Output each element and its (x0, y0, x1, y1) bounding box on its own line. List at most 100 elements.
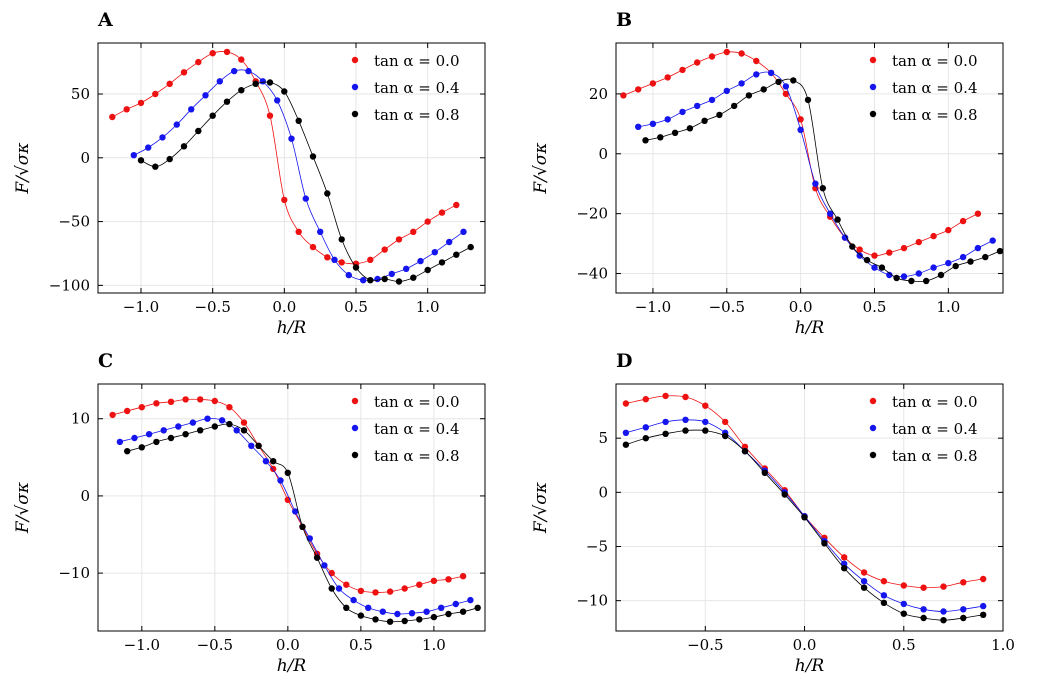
data-point (394, 610, 401, 618)
data-point (386, 588, 394, 595)
data-point (124, 407, 131, 415)
data-point (980, 611, 987, 618)
data-point (708, 53, 716, 60)
data-point (381, 246, 388, 253)
data-point (274, 97, 281, 104)
data-point (218, 417, 226, 424)
data-point (417, 257, 424, 265)
data-point (211, 397, 218, 405)
data-point (893, 274, 900, 282)
data-point (338, 236, 345, 243)
data-point (900, 610, 907, 617)
data-point (197, 396, 204, 403)
legend-marker (869, 110, 877, 118)
data-point (408, 610, 416, 617)
data-point (930, 264, 937, 271)
data-point (299, 523, 306, 530)
data-point (367, 256, 374, 263)
data-point (657, 134, 664, 141)
data-point (209, 112, 216, 119)
data-point (790, 77, 797, 84)
data-point (467, 596, 474, 604)
legend-marker (351, 397, 359, 405)
data-point (352, 264, 360, 271)
data-point (386, 618, 394, 625)
data-point (313, 554, 321, 561)
x-tick-label: −0.5 (197, 636, 233, 654)
x-tick-label: 0.5 (349, 636, 373, 654)
legend-label: tan α = 0.4 (892, 420, 978, 438)
data-point (880, 599, 888, 606)
x-tick-label: 1.0 (936, 298, 960, 316)
panel-d: −0.5 0.0 0.5 1.0 −10 −5 0 5 Dh/R F/√σκ tan α = 0.0… (531, 350, 1015, 676)
y-tick-label: 20 (589, 85, 608, 103)
data-point (767, 69, 775, 77)
data-point (738, 80, 745, 87)
data-point (131, 434, 138, 442)
data-point (459, 573, 467, 580)
data-point (292, 508, 299, 515)
data-point (920, 584, 927, 591)
data-point (849, 243, 856, 250)
legend-label: tan α = 0.8 (892, 106, 978, 124)
data-point (423, 608, 430, 615)
data-point (109, 113, 116, 121)
y-tick-label: 0 (598, 483, 608, 501)
data-point (880, 592, 888, 599)
data-point (182, 396, 189, 403)
data-point (138, 404, 145, 411)
legend-marker (869, 397, 877, 405)
plot-frame (97, 383, 486, 632)
x-tick-label: −0.5 (709, 298, 745, 316)
data-point (331, 256, 338, 263)
y-axis-label: F/√σκ (13, 142, 33, 194)
data-point (431, 249, 438, 256)
data-point (223, 48, 231, 56)
data-point (622, 429, 630, 436)
data-point (745, 92, 753, 99)
data-point (841, 554, 848, 561)
data-point (856, 252, 863, 259)
data-point (167, 398, 175, 405)
data-point (453, 201, 460, 209)
data-point (920, 606, 927, 613)
data-point (374, 275, 381, 283)
data-point (438, 209, 446, 216)
y-axis-label: F/√σκ (531, 142, 551, 194)
data-point (915, 270, 922, 277)
data-point (671, 129, 679, 136)
data-point (467, 243, 474, 251)
data-point (317, 228, 324, 235)
data-point (410, 228, 417, 235)
data-point (238, 56, 245, 63)
data-point (900, 600, 907, 608)
data-point (753, 71, 760, 78)
data-point (197, 427, 204, 434)
data-point (240, 427, 248, 434)
legend-label: tan α = 0.0 (892, 52, 978, 70)
legend-marker (869, 451, 877, 459)
data-point (642, 435, 649, 442)
data-point (915, 238, 922, 246)
plot-frame (615, 383, 1004, 632)
data-point (357, 587, 365, 595)
data-point (180, 69, 188, 76)
panel-c: −1.0 −0.5 0.0 0.5 1.0 −10 0 10 Ch/R F/√σκ tan α = … (13, 350, 486, 676)
data-point (424, 266, 431, 274)
data-point (974, 244, 982, 252)
data-point (309, 153, 317, 160)
data-point (152, 163, 159, 170)
data-point (827, 210, 834, 217)
data-point (635, 86, 642, 93)
data-point (664, 116, 671, 123)
data-point (262, 458, 270, 465)
legend-marker (351, 424, 359, 432)
y-axis-label: F/√σκ (531, 482, 551, 534)
y-tick-label: 10 (71, 410, 90, 428)
y-tick-label: −10 (58, 564, 90, 582)
data-point (202, 92, 209, 99)
data-point (459, 608, 467, 615)
panel-letter: D (616, 350, 632, 372)
legend: tan α = 0.0 tan α = 0.4 tan α = 0.8 (351, 52, 460, 124)
data-point (160, 427, 167, 434)
